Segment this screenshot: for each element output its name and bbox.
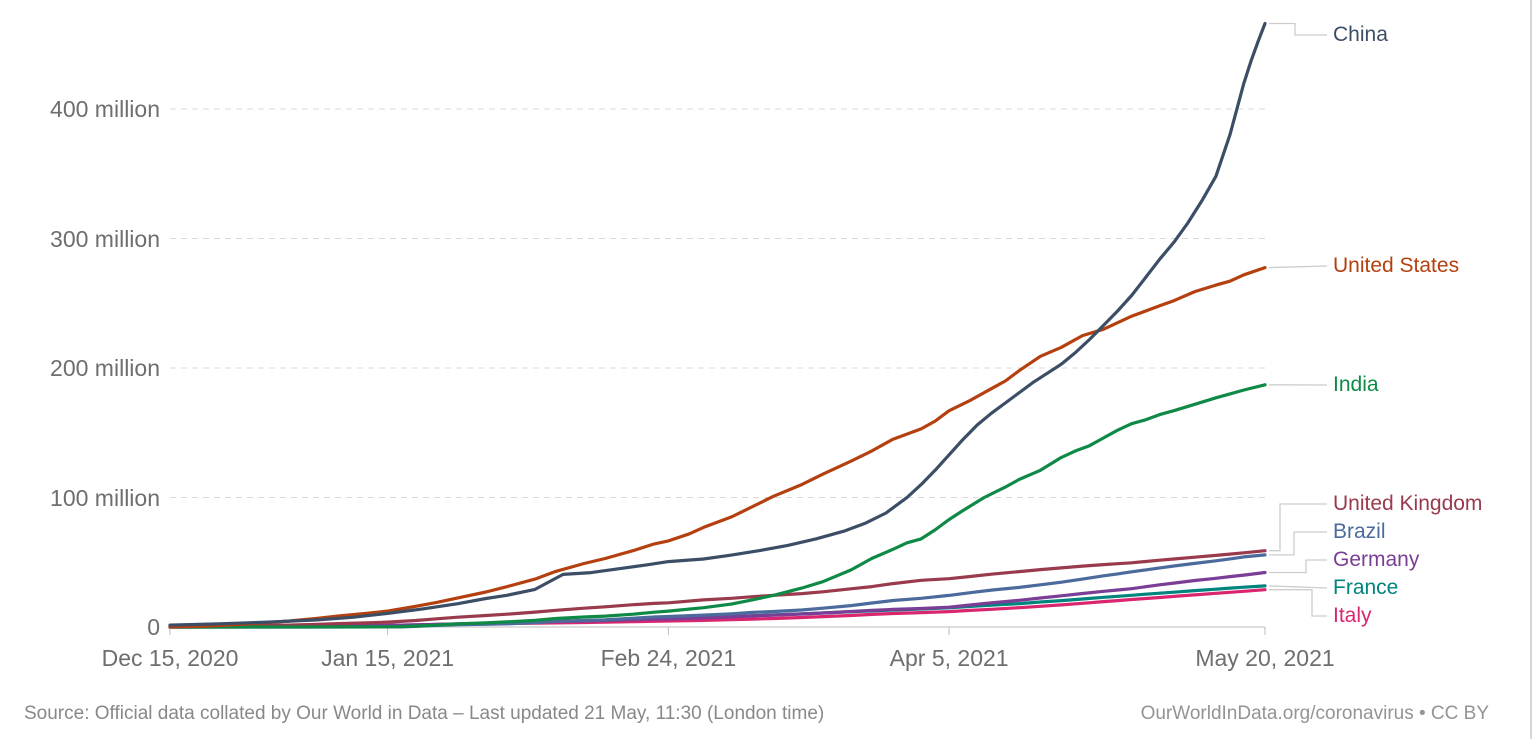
legend-label-france[interactable]: France xyxy=(1333,576,1399,599)
legend-label-brazil[interactable]: Brazil xyxy=(1333,520,1386,543)
legend-label-united-kingdom[interactable]: United Kingdom xyxy=(1333,492,1483,515)
leader-line xyxy=(1268,265,1328,269)
series-line-brazil[interactable] xyxy=(168,553,1267,629)
attribution-note: OurWorldInData.org/coronavirus • CC BY xyxy=(1140,703,1489,724)
leader-line xyxy=(1269,559,1327,574)
series-line-italy[interactable] xyxy=(168,588,1267,629)
y-axis-tick-label: 100 million xyxy=(50,484,160,511)
series-line-united-kingdom[interactable] xyxy=(168,549,1267,629)
series-line-india[interactable] xyxy=(168,383,1267,629)
y-axis-tick-label: 300 million xyxy=(50,225,160,252)
legend-label-italy[interactable]: Italy xyxy=(1333,604,1372,627)
x-axis-tick-label: May 20, 2021 xyxy=(1195,645,1335,671)
legend-label-germany[interactable]: Germany xyxy=(1333,548,1420,571)
x-axis-tick-label: Apr 5, 2021 xyxy=(889,645,1009,671)
source-note: Source: Official data collated by Our Wo… xyxy=(24,703,825,724)
y-axis-tick-label: 0 xyxy=(147,614,160,640)
x-axis-tick-label: Feb 24, 2021 xyxy=(600,645,737,671)
x-axis-tick-label: Jan 15, 2021 xyxy=(321,645,455,671)
y-axis-tick-label: 200 million xyxy=(50,355,160,381)
leader-line xyxy=(1268,585,1328,589)
legend-label-china[interactable]: China xyxy=(1333,23,1388,46)
legend-label-united-states[interactable]: United States xyxy=(1333,254,1460,277)
y-axis-tick-label: 400 million xyxy=(50,96,160,122)
window-edge-divider xyxy=(1530,0,1532,739)
leader-line xyxy=(1269,503,1327,552)
series-line-united-states[interactable] xyxy=(168,266,1267,629)
x-axis-tick-label: Dec 15, 2020 xyxy=(101,645,239,671)
legend-label-india[interactable]: India xyxy=(1333,373,1379,396)
leader-line xyxy=(1269,531,1327,556)
leader-line xyxy=(1269,22,1327,36)
series-line-china[interactable] xyxy=(168,21,1267,627)
leader-line xyxy=(1269,589,1327,617)
